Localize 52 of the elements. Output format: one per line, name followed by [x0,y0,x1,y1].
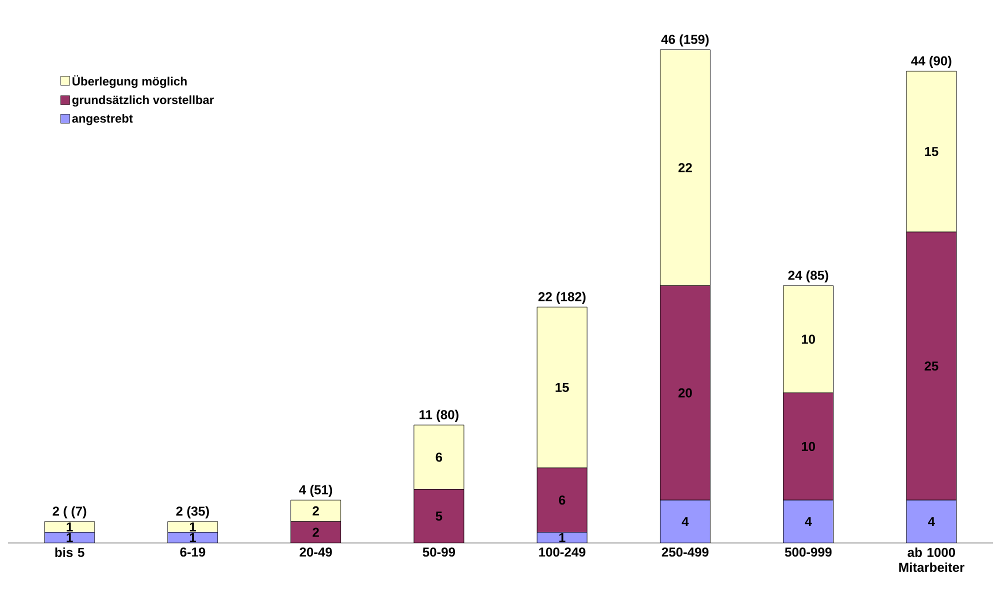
data-label: 10 [802,442,815,452]
bar [783,285,834,394]
data-label: 5 [436,512,442,521]
data-label: 2 [312,506,319,516]
data-label: 20 [678,388,692,398]
data-label: 10 [802,334,815,344]
total-label: 2 ( (7) [52,506,86,518]
data-label: 4 [928,517,935,526]
bar [536,468,588,533]
total-label: 11 (80) [420,410,458,422]
data-label: 1 [190,522,196,532]
x-tick-label: bis 5 [55,547,84,558]
data-label: 4 [682,517,689,526]
total-label: 22 (182) [538,292,586,304]
x-tick-label: 500-999 [784,547,832,557]
x-tick-label: ab 1000 Mitarbeiter [899,547,964,572]
x-tick-label: 100-249 [539,547,586,557]
bar [660,285,710,500]
data-label: 1 [190,533,196,542]
bar [167,521,218,533]
bar [660,500,710,543]
bar [906,500,957,543]
data-label: 6 [558,496,566,505]
bar [414,424,464,490]
bar [783,500,834,543]
legend-label: angestrebt [72,114,133,126]
bar [290,522,341,543]
data-label: 6 [436,452,442,462]
data-label: 22 [678,163,692,172]
x-tick-label: 6-19 [180,547,206,557]
total-label: 44 (90) [911,56,952,68]
x-tick-label: 50-99 [422,547,456,557]
bar [783,392,834,500]
total-label: 24 (85) [788,270,828,282]
x-tick-label: 20-49 [300,547,332,557]
data-label: 1 [559,533,566,542]
total-label: 46 (159) [661,34,709,47]
data-label: 15 [925,147,938,156]
legend-label: Überlegung möglich [72,75,187,88]
data-label: 15 [556,382,569,392]
bar [414,489,464,543]
bar [906,232,957,500]
data-label: 4 [804,517,812,526]
x-tick-label: 250-499 [662,547,708,557]
data-label: 2 [312,528,319,537]
data-label: 1 [66,533,73,542]
data-label: 1 [66,522,73,532]
data-label: 25 [924,361,938,371]
total-label: 4 (51) [299,484,332,497]
legend-label: grundsätzlich vorstellbar [72,95,214,107]
total-label: 2 (35) [176,506,209,518]
bar [536,306,588,468]
